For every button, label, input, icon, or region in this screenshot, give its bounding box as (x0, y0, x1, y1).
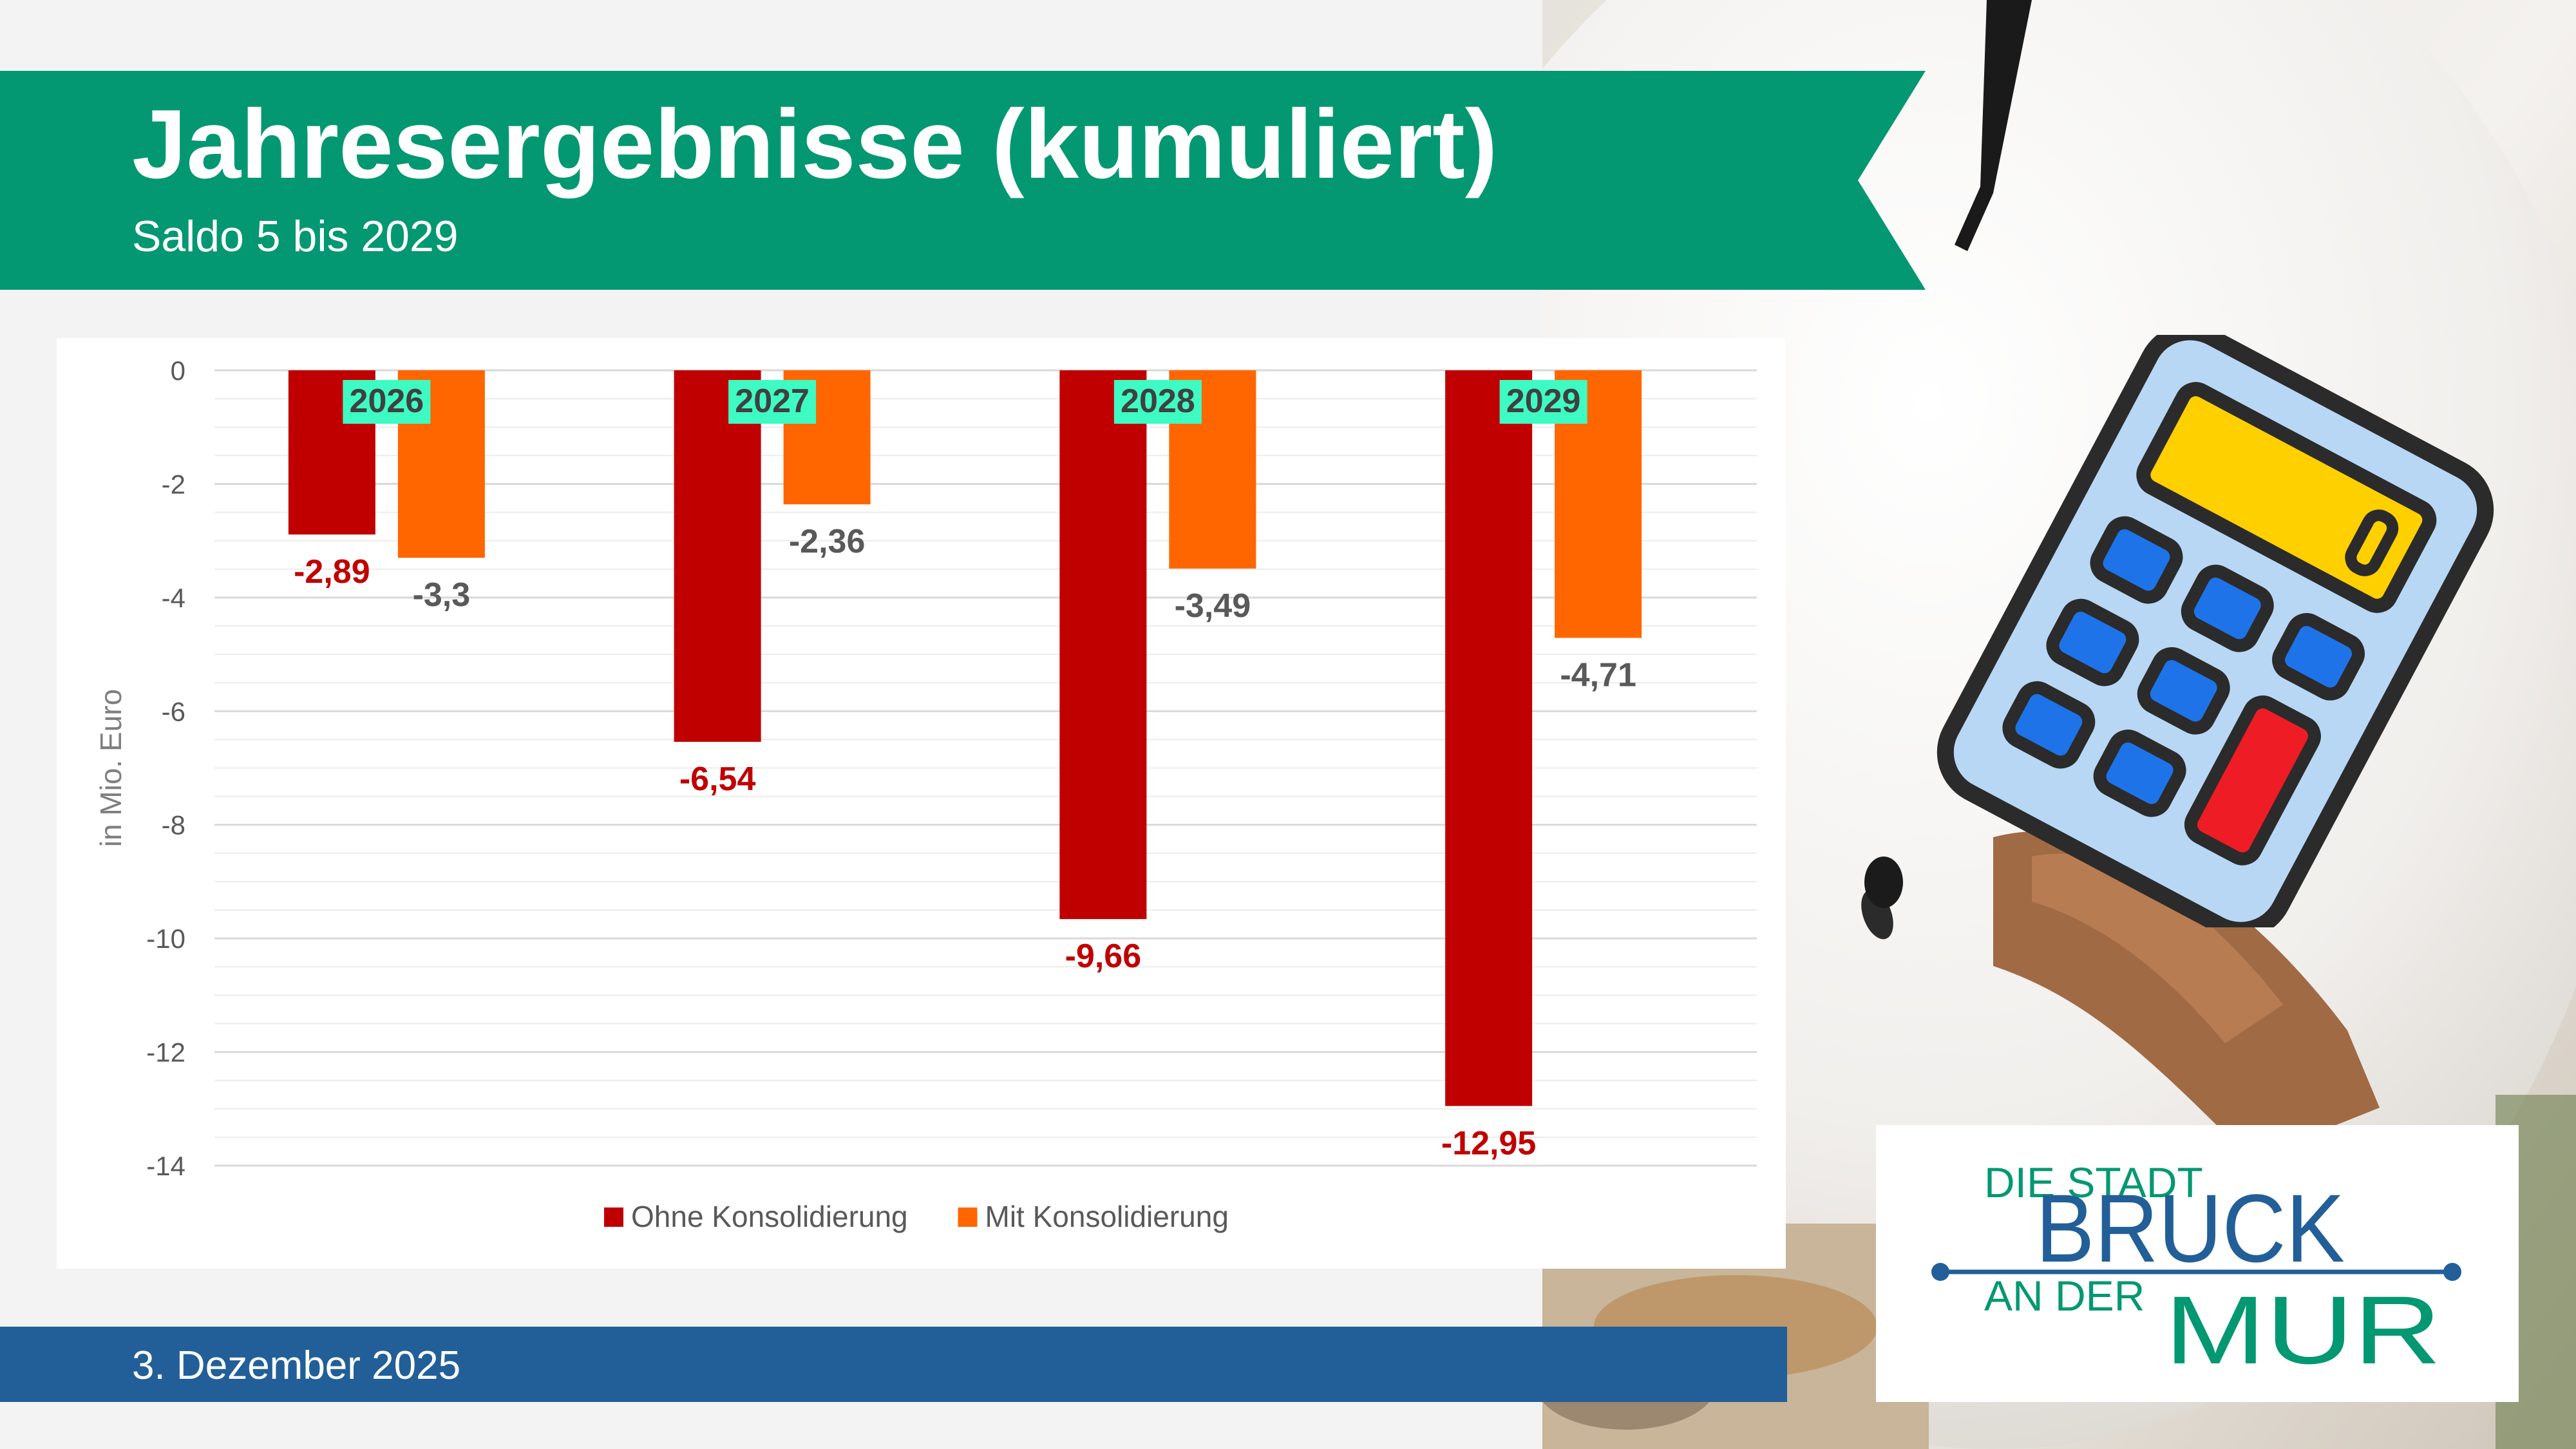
title-banner (0, 71, 1926, 290)
logo-rule-dot-left (1931, 1263, 1949, 1281)
data-label: -6,54 (679, 761, 756, 798)
data-label: -12,95 (1441, 1124, 1536, 1162)
logo-line-1: DIE STADT (1984, 1159, 2203, 1206)
category-label-2026: 2026 (350, 383, 424, 420)
footer-date: 3. Dezember 2025 (132, 1343, 461, 1388)
bar-chart: 0 -2 -4 -6 -8 -10 -12 -14 in Mio. Euro -2,89 -3,3 2… (94, 355, 1757, 1233)
legend-swatch (958, 1208, 978, 1227)
y-axis-label: in Mio. Euro (94, 689, 128, 847)
calculator-icon (1937, 335, 2494, 927)
legend-swatch (604, 1208, 623, 1227)
year-label-bg (343, 380, 431, 424)
bar-ohne-2029 (1445, 370, 1533, 1106)
legend-label: Mit Konsolidierung (985, 1200, 1229, 1233)
city-logo: DIE STADT BRUCK AN DER MUR (1876, 1125, 2519, 1402)
data-label: -4,71 (1560, 656, 1636, 694)
y-tick-label: -8 (162, 810, 185, 840)
y-tick-label: -4 (162, 583, 185, 613)
chart-panel: 0 -2 -4 -6 -8 -10 -12 -14 in Mio. Euro -2,89 -3,3 2… (57, 338, 1786, 1269)
category-label-2029: 2029 (1506, 383, 1581, 420)
logo-line-2: BRUCK (2036, 1174, 2345, 1282)
y-tick-label: -10 (146, 923, 185, 954)
y-tick-label: -2 (162, 469, 185, 499)
y-tick-label: 0 (171, 355, 185, 386)
bar-ohne-2028 (1059, 370, 1147, 920)
y-tick-label: -12 (146, 1037, 185, 1068)
category-label-2027: 2027 (735, 383, 810, 420)
data-label: -2,36 (789, 523, 866, 560)
year-label-bg (728, 380, 817, 424)
logo-rule-dot-right (2443, 1263, 2461, 1281)
logo-line-4: MUR (2164, 1276, 2441, 1384)
year-label-bg (1113, 380, 1202, 424)
page-subtitle: Saldo 5 bis 2029 (132, 212, 459, 261)
data-label: -3,49 (1175, 587, 1251, 625)
data-label: -2,89 (294, 553, 370, 591)
bar-ohne-2027 (674, 370, 761, 742)
y-tick-label: -14 (146, 1151, 185, 1181)
data-label: -3,3 (413, 576, 471, 614)
legend-label: Ohne Konsolidierung (631, 1200, 908, 1233)
logo-line-3: AN DER (1984, 1272, 2145, 1320)
category-label-2028: 2028 (1121, 383, 1195, 420)
year-label-bg (1499, 380, 1587, 424)
page-title: Jahresergebnisse (kumuliert) (132, 90, 1498, 199)
data-label: -9,66 (1065, 938, 1142, 975)
footer-bar (0, 1327, 1787, 1402)
y-tick-label: -6 (162, 696, 185, 726)
